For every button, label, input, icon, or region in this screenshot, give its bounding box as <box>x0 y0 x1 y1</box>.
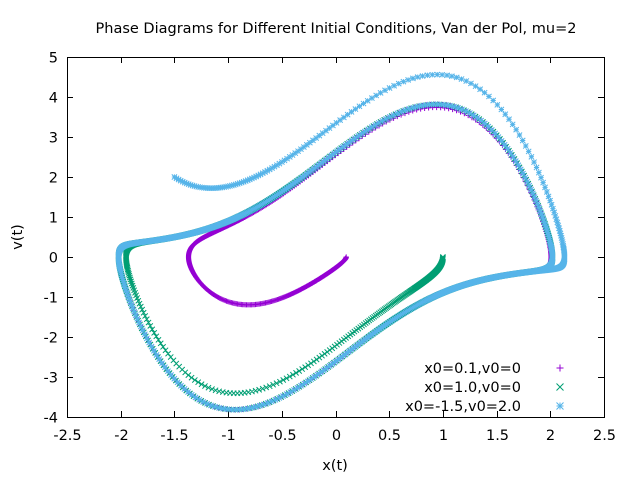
x-tick-label: 2 <box>546 428 555 444</box>
legend-marker <box>556 383 564 391</box>
y-tick-label: 1 <box>49 211 58 227</box>
x-tick-label: -0.5 <box>268 428 296 444</box>
x-tick-label: -2.5 <box>53 428 81 444</box>
x-tick-label: 0.5 <box>378 428 401 444</box>
y-tick-label: 4 <box>49 91 58 107</box>
x-tick-label: 1.5 <box>486 428 509 444</box>
series-3-points <box>115 71 568 413</box>
x-tick-label: -1.5 <box>160 428 188 444</box>
y-axis-label: v(t) <box>10 224 26 250</box>
data-series <box>115 71 568 413</box>
y-tick-label: -3 <box>44 371 58 387</box>
legend-label: x0=0.1,v0=0 <box>424 361 521 377</box>
y-tick-label: 5 <box>49 51 58 67</box>
legend-label: x0=-1.5,v0=2.0 <box>405 399 521 415</box>
chart-title: Phase Diagrams for Different Initial Con… <box>96 21 577 37</box>
x-tick-label: 2.5 <box>593 428 616 444</box>
x-tick-label: 0 <box>332 428 341 444</box>
legend-marker <box>556 402 564 410</box>
legend-marker <box>556 364 564 372</box>
y-tick-label: -2 <box>44 331 58 347</box>
legend-label: x0=1.0,v0=0 <box>424 380 521 396</box>
y-tick-label: 2 <box>49 171 58 187</box>
y-tick-label: 0 <box>49 251 58 267</box>
y-tick-label: -1 <box>44 291 58 307</box>
plot-frame <box>67 57 605 418</box>
y-tick-label: 3 <box>49 131 58 147</box>
x-tick-label: -1 <box>221 428 235 444</box>
axis-ticks: -2.5 -2 -1.5 -1 -0.5 0 0.5 1 1.5 2 2.5 -4 -3 -2 -1 0 1 2 3… <box>44 51 617 445</box>
x-axis-label: x(t) <box>322 458 348 474</box>
y-tick-label: -4 <box>44 411 58 427</box>
x-tick-label: -2 <box>114 428 128 444</box>
legend: x0=0.1,v0=0 x0=1.0,v0=0 x0=-1.5,v0=2.0 <box>405 361 564 415</box>
x-tick-label: 1 <box>439 428 448 444</box>
